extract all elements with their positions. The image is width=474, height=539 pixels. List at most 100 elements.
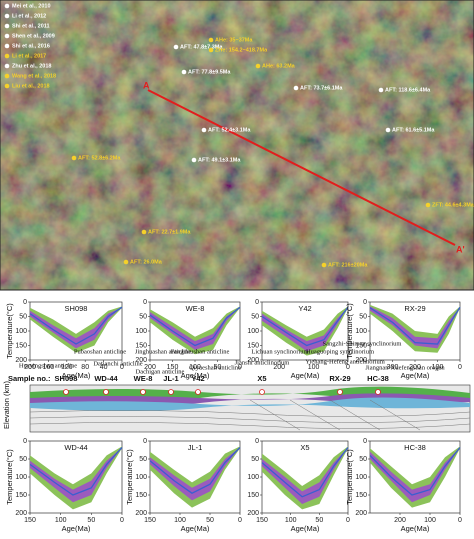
structure-label: Jinghuashan anticline xyxy=(135,348,191,355)
panel-title: WD-44 xyxy=(64,443,87,452)
x-tick-label: 150 xyxy=(167,364,179,371)
legend-text: Zhu et al., 2018 xyxy=(12,63,51,69)
legend-symbol xyxy=(4,43,10,49)
y-tick-label: 200 xyxy=(135,510,147,517)
y-tick-label: 200 xyxy=(15,357,27,364)
x-tick-label: 0 xyxy=(238,517,242,524)
y-tick-label: 50 xyxy=(139,456,147,463)
panel-title: HC-38 xyxy=(404,443,426,452)
site-label: AFT: 118.6±6.4Ma xyxy=(385,87,431,93)
sample-site xyxy=(337,389,343,395)
x-tick-label: 200 xyxy=(409,364,421,371)
site-label: ZHe: 154.2~418.7Ma xyxy=(215,47,268,53)
x-tick-label: 150 xyxy=(24,517,36,524)
y-tick-label: 200 xyxy=(247,357,259,364)
structure-label: Huayingshan anticline xyxy=(19,362,77,369)
sample-site xyxy=(103,389,109,395)
x-tick-label: 50 xyxy=(206,517,214,524)
y-tick-label: 150 xyxy=(135,492,147,499)
structure-label: Fangdoushan anticline xyxy=(171,348,230,355)
best-path xyxy=(149,306,241,347)
y-tick-label: 150 xyxy=(355,492,367,499)
sample-site xyxy=(63,389,69,395)
x-tick-label: 0 xyxy=(238,364,242,371)
sample-label: JL-1 xyxy=(163,374,178,383)
x-tick-label: 200 xyxy=(394,517,406,524)
sample-site xyxy=(168,389,174,395)
best-path xyxy=(261,306,349,347)
y-axis-label: Temperature(°C) xyxy=(125,449,134,505)
legend-text: Shi et al., 2011 xyxy=(12,23,50,29)
y-tick-label: 50 xyxy=(359,456,367,463)
good-envelope xyxy=(370,306,460,349)
y-axis-label: Temperature(°C) xyxy=(5,303,14,359)
best-path xyxy=(149,447,241,494)
map xyxy=(0,0,474,291)
y-tick-label: 100 xyxy=(355,328,367,335)
y-tick-label: 0 xyxy=(255,299,259,306)
y-tick-label: 50 xyxy=(19,313,27,320)
sample-label: Y42 xyxy=(191,374,204,383)
x-tick-label: 40 xyxy=(100,364,108,371)
structure-label: Sangzhi-Shimen synclinorium xyxy=(323,340,402,347)
y-tick-label: 150 xyxy=(355,342,367,349)
map-terrain xyxy=(0,0,474,290)
y-tick-label: 0 xyxy=(143,299,147,306)
x-tick-label: 200 xyxy=(273,364,285,371)
legend-text: Mei et al., 2010 xyxy=(12,3,51,9)
y-axis-label: Temperature(°C) xyxy=(345,449,354,505)
site-marker xyxy=(123,259,129,265)
x-axis-label: Age(Ma) xyxy=(401,524,430,533)
cross-section: Elevation (km)Sample no.: SH098 WD-44 WE-8 J… xyxy=(2,340,471,433)
structure-label: Yichang-Hefeng anticlinorium xyxy=(305,358,385,365)
y-tick-label: 0 xyxy=(363,438,367,445)
acceptable-envelope xyxy=(30,446,122,510)
x-tick-label: 0 xyxy=(120,517,124,524)
legend-text: Shi et al., 2016 xyxy=(12,43,50,49)
x-tick-label: 120 xyxy=(61,364,73,371)
site-marker xyxy=(425,202,431,208)
legend-text: Li et al., 2012 xyxy=(12,13,46,19)
acceptable-envelope xyxy=(262,306,348,356)
site-marker xyxy=(181,69,187,75)
y-tick-label: 0 xyxy=(23,299,27,306)
y-tick-label: 200 xyxy=(355,510,367,517)
good-envelope xyxy=(262,447,348,504)
x-tick-label: 50 xyxy=(214,364,222,371)
x-tick-label: 50 xyxy=(315,517,323,524)
x-tick-label: 0 xyxy=(346,517,350,524)
site-label: AFT: 49.1±3.1Ma xyxy=(198,157,241,163)
x-tick-label: 150 xyxy=(256,517,268,524)
sample-label: WD-44 xyxy=(94,374,118,383)
x-axis-label: Age(Ma) xyxy=(62,371,91,380)
y-tick-label: 100 xyxy=(15,474,27,481)
x-tick-label: 0 xyxy=(120,364,124,371)
legend-symbol xyxy=(4,13,10,19)
site-marker xyxy=(255,63,261,69)
site-marker xyxy=(378,87,384,93)
x-tick-label: 300 xyxy=(387,364,399,371)
y-tick-label: 100 xyxy=(247,474,259,481)
x-tick-label: 100 xyxy=(55,517,67,524)
x-tick-label: 150 xyxy=(144,517,156,524)
x-tick-label: 200 xyxy=(24,364,36,371)
sample-label: HC-38 xyxy=(367,374,389,383)
panel-title: JL-1 xyxy=(188,443,203,452)
y-tick-label: 100 xyxy=(135,474,147,481)
x-tick-label: 0 xyxy=(346,364,350,371)
panel-title: Y42 xyxy=(298,304,311,313)
legend-symbol xyxy=(4,63,10,69)
y-tick-label: 200 xyxy=(247,510,259,517)
site-marker xyxy=(141,229,147,235)
y-tick-label: 150 xyxy=(247,342,259,349)
structure-label: Dachigan anticline xyxy=(136,368,185,375)
structure-label: Pubaoshan anticline xyxy=(74,348,126,355)
y-axis-label: Temperature(°C) xyxy=(5,449,14,505)
site-label: AFT: 52.8±6.2Ma xyxy=(78,155,121,161)
y-tick-label: 100 xyxy=(355,474,367,481)
legend-symbol xyxy=(4,73,10,79)
x-axis-label: Age(Ma) xyxy=(181,524,210,533)
legend-text: Liu et al., 2018 xyxy=(12,83,50,89)
site-label: AFT: 47.8±7.3Ma xyxy=(180,44,223,50)
x-axis-label: Age(Ma) xyxy=(181,371,210,380)
